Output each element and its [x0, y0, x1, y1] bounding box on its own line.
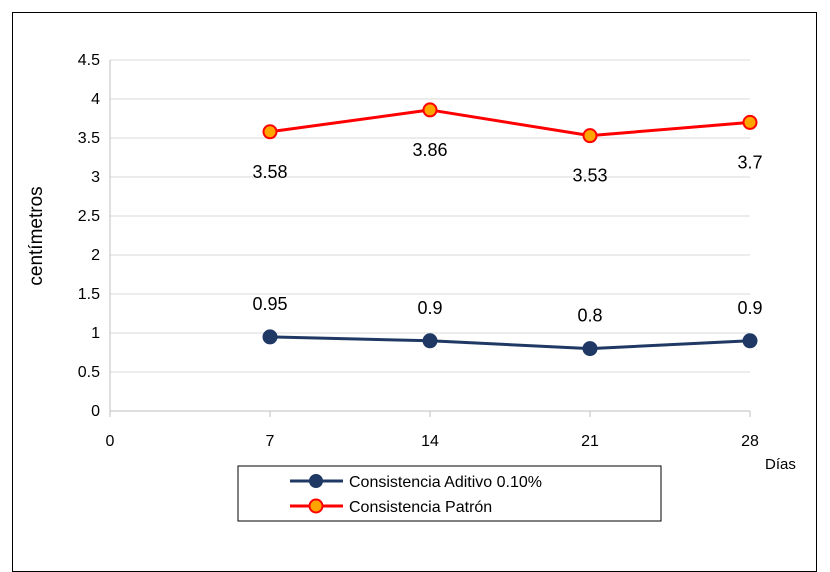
series-0-data-label-3: 0.9	[737, 298, 762, 318]
series-1-point-3	[742, 114, 758, 130]
legend-label-aditivo: Consistencia Aditivo 0.10%	[349, 474, 542, 491]
series-group	[262, 102, 758, 357]
series-1-point-1	[422, 102, 438, 118]
axes	[109, 60, 751, 417]
x-tick-label-1: 7	[266, 433, 275, 450]
legend: Consistencia Aditivo 0.10% Consistencia …	[237, 465, 662, 522]
x-tick-label-4: 28	[741, 433, 759, 450]
legend-box	[237, 465, 662, 522]
series-1-point-0	[262, 124, 278, 140]
series-0-point-0	[262, 329, 278, 345]
series-0-point-2	[582, 341, 598, 357]
y-tick-label-3: 1.5	[78, 286, 100, 303]
x-tick-label-2: 14	[421, 433, 439, 450]
series-1-data-label-1: 3.86	[412, 140, 447, 160]
series-0-point-3	[742, 333, 758, 349]
gridlines	[110, 59, 750, 373]
series-0-data-label-1: 0.9	[417, 298, 442, 318]
y-tick-label-2: 1	[91, 325, 100, 342]
series-1-data-label-3: 3.7	[737, 152, 762, 172]
series-0-data-label-0: 0.95	[252, 294, 287, 314]
y-tick-labels: 0 0.5 1 1.5 2 2.5 3 3.5 4 4.5	[78, 52, 100, 420]
legend-swatch-marker-patron	[308, 498, 324, 514]
x-tick-labels: 0 7 14 21 28	[106, 433, 759, 450]
y-tick-label-5: 2.5	[78, 208, 100, 225]
y-tick-label-0: 0	[91, 403, 100, 420]
x-axis-label: Días	[765, 456, 796, 473]
series-0-point-1	[422, 333, 438, 349]
y-tick-label-9: 4.5	[78, 52, 100, 69]
y-tick-label-1: 0.5	[78, 364, 100, 381]
x-tick-label-3: 21	[581, 433, 599, 450]
series-line-0	[269, 335, 751, 351]
series-1-point-2	[582, 128, 598, 144]
data-labels: 0.95 0.9 0.8 0.9 3.58 3.86 3.53 3.7	[252, 140, 762, 326]
y-tick-label-8: 4	[91, 91, 100, 108]
y-axis-label: centímetros	[26, 186, 47, 285]
y-tick-label-6: 3	[91, 169, 100, 186]
series-line-1	[269, 108, 751, 138]
x-tick-label-0: 0	[106, 433, 115, 450]
line-chart: 0 0.5 1 1.5 2 2.5 3 3.5 4 4.5 0 7 14 21 28 0.95 0.9 0.8…	[26, 52, 796, 522]
series-1-data-label-2: 3.53	[572, 166, 607, 186]
series-0-data-label-2: 0.8	[577, 306, 602, 326]
y-tick-label-7: 3.5	[78, 130, 100, 147]
legend-label-patron: Consistencia Patrón	[349, 499, 492, 516]
legend-swatch-marker-aditivo	[309, 474, 323, 488]
y-tick-label-4: 2	[91, 247, 100, 264]
series-1-data-label-0: 3.58	[252, 162, 287, 182]
